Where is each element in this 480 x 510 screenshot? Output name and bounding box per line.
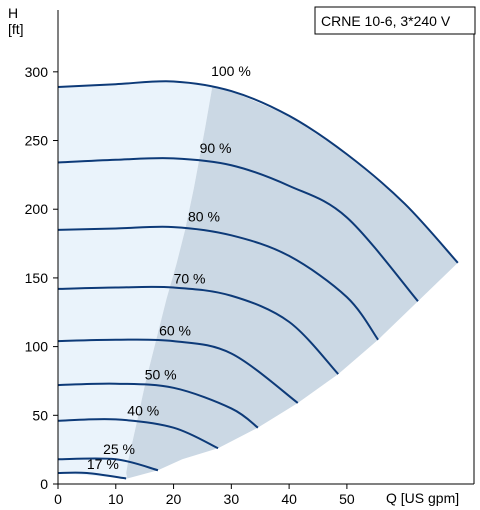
legend-box: CRNE 10-6, 3*240 V <box>314 6 476 35</box>
y-tick-label: 150 <box>25 270 49 286</box>
regions <box>58 81 458 479</box>
curve-40-percent <box>57 418 219 450</box>
chart-title: CRNE 10-6, 3*240 V <box>321 13 451 29</box>
legend-box-frame <box>314 6 476 35</box>
curve-50-percent <box>57 382 259 429</box>
axes <box>57 10 475 485</box>
curve-60-percent <box>57 338 299 404</box>
curve-label-17: 17 % <box>87 456 119 472</box>
curve-labels: 100 % 90 % 80 % 70 % 60 % 50 % 40 % 25 %17 % <box>87 63 251 472</box>
curve-label-70: 70 % <box>174 270 206 286</box>
y-axis-title: H <box>8 5 18 21</box>
x-tick-label: 30 <box>224 491 240 507</box>
curve-label-90: 90 % <box>200 140 232 156</box>
curve-70-percent <box>57 285 339 375</box>
curve-80-percent <box>57 225 379 341</box>
x-tick-label: 0 <box>54 491 62 507</box>
x-tick-label: 50 <box>339 491 355 507</box>
x-tick-label: 20 <box>166 491 182 507</box>
curve-17-percent <box>57 471 127 480</box>
curve-label-60: 60 % <box>159 323 191 339</box>
x-tick-label: 10 <box>108 491 124 507</box>
curve-label-100: 100 % <box>211 63 251 79</box>
curve-90-percent <box>57 157 419 302</box>
y-axis-unit: [ft] <box>8 21 24 37</box>
y-tick-label: 300 <box>25 64 49 80</box>
curve-label-50: 50 % <box>145 367 177 383</box>
y-tick-label: 200 <box>25 201 49 217</box>
y-tick-label: 50 <box>32 407 48 423</box>
low-flow-region <box>58 81 213 479</box>
curve-label-25: 25 % <box>103 441 135 457</box>
operating-region <box>126 86 458 479</box>
curve-25-percent <box>57 457 159 472</box>
y-tick-label: 250 <box>25 133 49 149</box>
y-tick-label: 100 <box>25 339 49 355</box>
curves <box>57 80 459 480</box>
x-tick-label: 40 <box>281 491 297 507</box>
curve-label-80: 80 % <box>188 209 220 225</box>
x-axis-title: Q [US gpm] <box>386 490 459 506</box>
y-tick-label: 0 <box>40 476 48 492</box>
curve-label-40: 40 % <box>127 402 159 418</box>
ticks: 0 10 20 30 40 50 0 50 100 150 200 250 300 <box>25 64 355 507</box>
curve-100-percent <box>57 80 459 264</box>
